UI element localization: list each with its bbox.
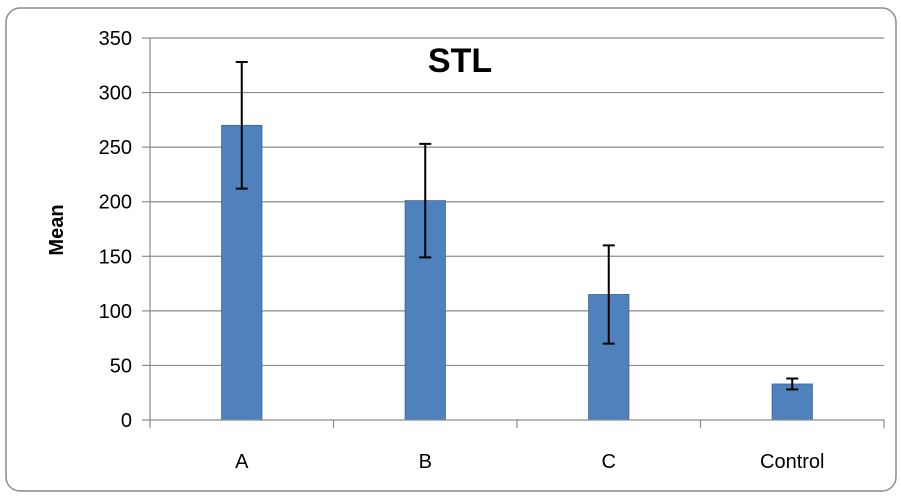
- x-tick-labels: A B C Control: [235, 451, 824, 473]
- x-tick-label: C: [602, 451, 616, 473]
- y-tick-label: 100: [99, 301, 132, 323]
- y-tick-label: 200: [99, 192, 132, 214]
- y-tick-label: 150: [99, 246, 132, 268]
- y-tick-label: 250: [99, 137, 132, 159]
- y-tick-labels: 0 50 100 150 200 250 300 350: [99, 28, 132, 432]
- x-tick-label: A: [235, 451, 249, 473]
- x-tick-label: Control: [760, 451, 824, 473]
- axes: [142, 37, 885, 428]
- y-tick-label: 50: [110, 355, 132, 377]
- y-tick-label: 0: [121, 410, 132, 432]
- y-tick-label: 300: [99, 83, 132, 105]
- chart-frame-border: [5, 7, 897, 492]
- error-bars: [235, 61, 799, 391]
- y-axis-label: Mean: [46, 204, 68, 255]
- chart-title: STL: [428, 42, 492, 80]
- x-tick-label: B: [419, 451, 432, 473]
- gridlines: [150, 37, 884, 367]
- y-tick-label: 350: [99, 28, 132, 50]
